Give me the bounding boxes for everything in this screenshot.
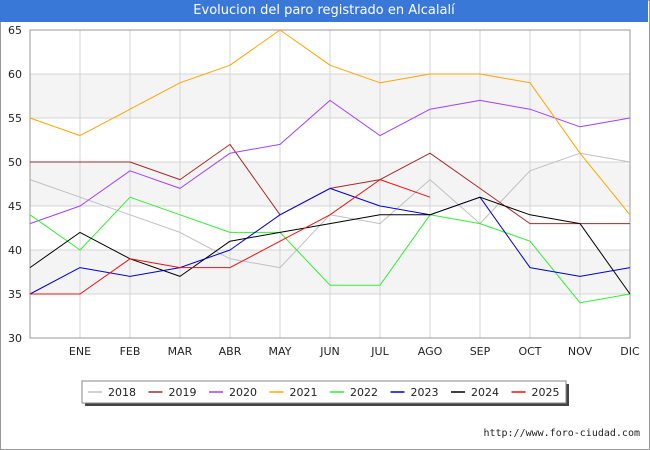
source-credit: http://www.foro-ciudad.com	[483, 428, 640, 439]
x-tick-label: OCT	[518, 345, 541, 358]
y-tick-label: 45	[8, 200, 22, 213]
legend-label-2018: 2018	[108, 386, 136, 399]
x-tick-label: DIC	[620, 345, 640, 358]
series-line-2023	[29, 187, 631, 295]
x-tick-label: NOV	[568, 345, 593, 358]
y-tick-label: 65	[8, 24, 22, 37]
series-line-2020	[29, 99, 631, 225]
y-tick-label: 35	[8, 288, 22, 301]
y-tick-label: 55	[8, 112, 22, 125]
x-tick-label: ABR	[219, 345, 242, 358]
legend-label-2021: 2021	[290, 386, 318, 399]
legend-box	[81, 380, 567, 404]
y-tick-label: 50	[8, 156, 22, 169]
x-tick-label: MAR	[168, 345, 193, 358]
x-tick-label: AGO	[418, 345, 443, 358]
legend-label-2019: 2019	[169, 386, 197, 399]
series-line-2021	[29, 29, 631, 216]
x-tick-label: ENE	[69, 345, 91, 358]
legend-label-2025: 2025	[532, 386, 560, 399]
y-tick-label: 30	[8, 332, 22, 345]
plot-border	[29, 29, 631, 339]
x-tick-label: MAY	[269, 345, 292, 358]
x-tick-label: FEB	[120, 345, 141, 358]
x-tick-label: SEP	[470, 345, 491, 358]
series-line-2022	[29, 196, 631, 304]
y-tick-label: 60	[8, 68, 22, 81]
series-line-2025	[30, 179, 431, 295]
legend-label-2022: 2022	[350, 386, 378, 399]
y-tick-label: 40	[8, 244, 22, 257]
legend-label-2020: 2020	[229, 386, 257, 399]
legend-label-2024: 2024	[471, 386, 499, 399]
legend-label-2023: 2023	[411, 386, 439, 399]
chart-title: Evolucion del paro registrado en Alcalal…	[0, 0, 648, 22]
x-tick-label: JUN	[319, 345, 340, 358]
x-tick-label: JUL	[370, 345, 389, 358]
